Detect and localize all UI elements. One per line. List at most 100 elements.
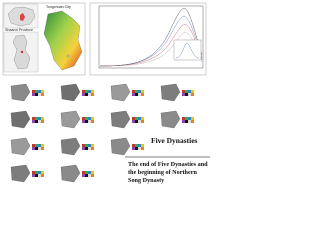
color-chart-patch <box>138 144 141 147</box>
color-chart-patch <box>135 117 138 120</box>
inset-plot <box>173 39 202 61</box>
tongchuan-marker <box>20 50 24 54</box>
color-chart-patch <box>91 93 94 96</box>
color-chart-patch <box>188 93 191 96</box>
color-chart-patch <box>32 174 35 177</box>
color-chart-patch <box>38 93 41 96</box>
color-chart-patch <box>88 90 91 93</box>
color-chart-patch <box>32 90 35 93</box>
sherd <box>160 83 181 102</box>
color-chart-patch <box>191 90 194 93</box>
color-chart-patch <box>182 117 185 120</box>
color-chart-patch <box>32 93 35 96</box>
color-chart-patch <box>41 144 44 147</box>
color-chart-patch <box>32 117 35 120</box>
color-chart-patch <box>32 144 35 147</box>
color-chart-patch <box>91 117 94 120</box>
color-chart-patch <box>82 174 85 177</box>
color-chart-patch <box>41 90 44 93</box>
color-chart-patch <box>91 144 94 147</box>
sherd <box>60 164 81 183</box>
color-chart-patch <box>88 144 91 147</box>
color-chart-patch <box>35 90 38 93</box>
color-chart-patch <box>132 90 135 93</box>
color-chart-patch <box>38 117 41 120</box>
color-chart-patch <box>185 120 188 123</box>
color-chart-patch <box>91 171 94 174</box>
sherd <box>10 83 31 102</box>
color-chart-patch <box>138 120 141 123</box>
color-chart-patch <box>88 174 91 177</box>
color-chart-patch <box>85 174 88 177</box>
color-chart-patch <box>88 147 91 150</box>
color-chart-patch <box>85 120 88 123</box>
color-chart-patch <box>38 147 41 150</box>
color-chart-patch <box>82 171 85 174</box>
color-chart-patch <box>141 147 144 150</box>
spectrum-panel <box>89 2 207 76</box>
sherd <box>10 110 31 129</box>
period-title: The end of Five Dynasties and the beginn… <box>128 161 208 184</box>
color-chart-patch <box>138 90 141 93</box>
color-chart-patch <box>191 120 194 123</box>
color-chart-patch <box>85 144 88 147</box>
color-chart-patch <box>138 147 141 150</box>
color-chart-patch <box>185 93 188 96</box>
color-chart-patch <box>82 144 85 147</box>
sample-photos <box>10 83 194 183</box>
color-chart-patch <box>182 120 185 123</box>
color-chart-patch <box>141 90 144 93</box>
color-chart-patch <box>41 117 44 120</box>
color-chart-patch <box>41 147 44 150</box>
plot-frame <box>98 5 204 69</box>
color-chart-patch <box>35 171 38 174</box>
period-title: Five Dynasties <box>151 136 198 145</box>
color-chart-patch <box>35 147 38 150</box>
sherd <box>110 83 131 102</box>
color-chart-patch <box>82 117 85 120</box>
color-chart-patch <box>85 171 88 174</box>
color-chart-patch <box>132 147 135 150</box>
color-chart-patch <box>35 120 38 123</box>
color-chart-patch <box>138 117 141 120</box>
color-chart-patch <box>35 93 38 96</box>
color-chart-patch <box>35 174 38 177</box>
color-chart-patch <box>88 93 91 96</box>
color-chart-patch <box>138 93 141 96</box>
sherd <box>10 137 31 156</box>
color-chart-patch <box>82 120 85 123</box>
color-chart-patch <box>141 120 144 123</box>
inset-curve <box>175 42 200 59</box>
color-chart-patch <box>38 120 41 123</box>
color-chart-patch <box>85 93 88 96</box>
map-label: Tongchuan City <box>46 5 71 9</box>
color-chart-patch <box>132 120 135 123</box>
color-chart-patch <box>85 147 88 150</box>
color-chart-patch <box>141 93 144 96</box>
sherd <box>160 110 181 129</box>
color-chart-patch <box>82 90 85 93</box>
color-chart-patch <box>135 144 138 147</box>
color-chart-patch <box>38 90 41 93</box>
color-chart-patch <box>188 90 191 93</box>
sherd <box>60 137 81 156</box>
elevation-map <box>43 10 83 71</box>
color-chart-patch <box>82 147 85 150</box>
color-chart-patch <box>88 117 91 120</box>
color-chart-patch <box>32 171 35 174</box>
color-chart-patch <box>135 120 138 123</box>
color-chart-patch <box>135 93 138 96</box>
color-chart-patch <box>38 144 41 147</box>
color-chart-patch <box>85 90 88 93</box>
color-chart-patch <box>182 93 185 96</box>
color-chart-patch <box>141 117 144 120</box>
color-chart-patch <box>188 117 191 120</box>
color-chart-patch <box>35 144 38 147</box>
color-chart-patch <box>32 147 35 150</box>
sherd <box>10 164 31 183</box>
color-chart-patch <box>141 144 144 147</box>
color-chart-patch <box>82 93 85 96</box>
color-chart-patch <box>91 174 94 177</box>
color-chart-patch <box>182 90 185 93</box>
color-chart-patch <box>132 93 135 96</box>
